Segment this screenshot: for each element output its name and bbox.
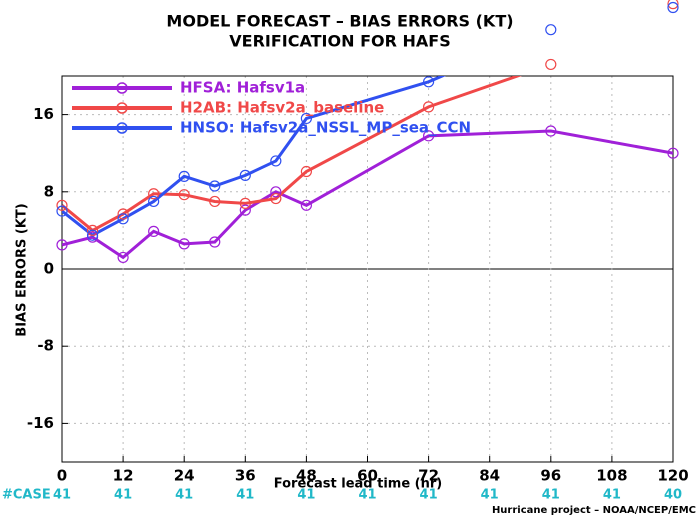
data-point (209, 180, 221, 192)
data-point (239, 169, 251, 181)
data-point (209, 236, 221, 248)
data-point (667, 147, 679, 159)
data-point (300, 199, 312, 211)
series-line (62, 129, 673, 260)
case-count: 41 (481, 488, 499, 503)
data-point (56, 239, 68, 251)
case-count: 41 (542, 488, 560, 503)
y-tick-label: -8 (37, 337, 54, 355)
data-point (117, 208, 129, 220)
data-point (86, 224, 99, 236)
x-tick-label: 48 (296, 467, 317, 485)
case-count: 41 (358, 488, 376, 503)
data-point (423, 101, 435, 113)
footer: Hurricane project – NOAA/NCEP/EMC (492, 505, 696, 516)
data-point (270, 155, 282, 167)
data-point (667, 1, 679, 14)
legend-label: HNSO: Hafsv2a_NSSL_MP_sea_CCN (180, 119, 471, 137)
data-point (178, 189, 190, 201)
data-point (117, 251, 129, 264)
data-point (270, 186, 282, 198)
x-tick-label: 120 (657, 467, 688, 485)
data-point (178, 170, 190, 182)
series-line (62, 76, 447, 238)
case-count: 41 (114, 488, 132, 503)
data-point (56, 205, 68, 217)
data-point (545, 58, 557, 71)
legend-label: H2AB: Hafsv2a_baseline (180, 99, 384, 117)
data-point (148, 195, 160, 208)
data-point (148, 188, 160, 200)
y-tick-label: 8 (44, 182, 54, 200)
data-point (423, 130, 435, 142)
x-tick-label: 72 (418, 467, 439, 485)
x-tick-label: 12 (113, 467, 134, 485)
chart-subtitle: VERIFICATION FOR HAFS (229, 32, 450, 51)
x-axis-label: Forecast lead time (hr) (274, 477, 442, 492)
y-tick-label: 16 (33, 105, 54, 123)
case-count: 40 (664, 488, 682, 503)
x-tick-label: 24 (174, 467, 195, 485)
case-label: #CASE (2, 488, 51, 503)
data-point (239, 204, 251, 216)
y-tick-label: 0 (44, 260, 54, 278)
case-count: 41 (297, 488, 315, 503)
legend-label: HFSA: Hafsv1a (180, 79, 305, 97)
case-count: 41 (175, 488, 193, 503)
data-point (117, 213, 129, 225)
x-tick-label: 36 (235, 467, 256, 485)
x-tick-label: 0 (57, 467, 67, 485)
data-point (667, 0, 679, 10)
legend-marker (116, 122, 128, 134)
plot-frame (61, 75, 674, 463)
case-count: 41 (420, 488, 438, 503)
data-point (300, 165, 312, 178)
chart-title: MODEL FORECAST – BIAS ERRORS (KT) (166, 12, 513, 31)
case-count: 41 (236, 488, 254, 503)
data-point (545, 125, 557, 137)
data-point (86, 229, 99, 241)
y-tick-label: -16 (27, 414, 54, 432)
case-count: 41 (603, 488, 621, 503)
data-point (239, 197, 251, 209)
data-point (300, 112, 312, 125)
x-tick-label: 108 (596, 467, 627, 485)
x-tick-label: 84 (479, 467, 500, 485)
legend-marker (116, 102, 128, 114)
data-point (423, 76, 435, 88)
x-tick-label: 96 (540, 467, 561, 485)
data-point (270, 192, 282, 205)
legend-marker (116, 82, 128, 94)
case-count: 41 (53, 488, 71, 503)
data-point (56, 199, 68, 211)
data-point (178, 238, 190, 250)
data-point (148, 225, 160, 237)
x-tick-label: 60 (357, 467, 378, 485)
y-axis-label: BIAS ERRORS (KT) (15, 203, 30, 336)
data-point (209, 195, 221, 208)
data-point (545, 24, 557, 36)
